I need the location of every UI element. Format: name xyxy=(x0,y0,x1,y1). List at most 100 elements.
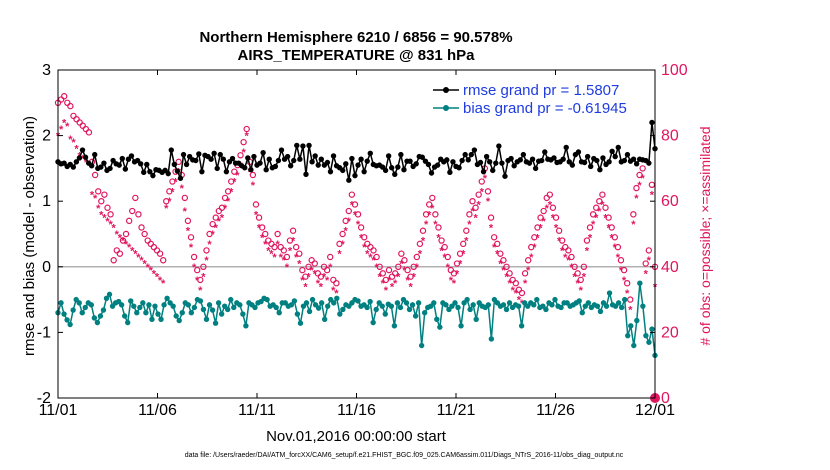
obs-assimilated-point: * xyxy=(501,265,506,277)
rmse-point xyxy=(594,157,600,164)
obs-possible-point xyxy=(286,237,294,244)
obs-assimilated-point: * xyxy=(102,213,107,225)
rmse-point xyxy=(275,157,282,164)
bias-point xyxy=(215,300,222,306)
rmse-point xyxy=(382,167,389,174)
obs-possible-point xyxy=(620,266,628,274)
obs-assimilated-point: * xyxy=(316,278,321,290)
obs-assimilated-point: * xyxy=(71,137,76,149)
bias-point xyxy=(161,302,167,308)
obs-possible-point xyxy=(184,217,192,225)
bias-point xyxy=(291,298,298,304)
obs-assimilated-point: * xyxy=(610,232,615,244)
obs-assimilated-point: * xyxy=(96,203,101,215)
obs-assimilated-point: * xyxy=(464,236,469,248)
obs-possible-point xyxy=(209,220,216,228)
rmse-point xyxy=(196,151,202,157)
obs-assimilated-point: * xyxy=(424,219,429,231)
bias-point xyxy=(170,303,176,309)
rmse-point xyxy=(389,165,395,171)
rmse-point xyxy=(92,151,98,158)
obs-assimilated-point: * xyxy=(118,232,123,244)
obs-possible-point xyxy=(345,207,352,215)
obs-assimilated-point: * xyxy=(443,252,448,264)
obs-possible-point xyxy=(528,243,535,251)
obs-possible-point xyxy=(497,250,504,257)
rmse-point xyxy=(110,157,116,164)
obs-possible-point xyxy=(450,270,458,277)
obs-assimilated-point: * xyxy=(374,262,379,274)
obs-assimilated-point: * xyxy=(368,252,373,264)
rmse-point xyxy=(73,159,80,165)
rmse-point xyxy=(551,155,557,161)
obs-possible-point xyxy=(305,263,312,270)
bias-point xyxy=(185,302,192,308)
bias-point xyxy=(231,304,237,311)
obs-possible-point xyxy=(518,289,526,297)
rmse-point xyxy=(490,167,496,174)
obs-assimilated-point: * xyxy=(223,203,228,215)
obs-assimilated-point: * xyxy=(158,275,163,287)
bias-point xyxy=(585,300,592,306)
obs-assimilated-point: * xyxy=(390,281,395,293)
obs-assimilated-point: * xyxy=(418,249,423,261)
rmse-point xyxy=(395,164,401,170)
bias-point xyxy=(106,291,113,298)
rmse-point xyxy=(379,164,386,170)
obs-possible-point xyxy=(460,240,467,248)
obs-possible-point xyxy=(379,270,386,277)
bias-point xyxy=(58,300,64,306)
obs-assimilated-point: * xyxy=(180,183,185,195)
rmse-point xyxy=(450,159,456,165)
obs-assimilated-point: * xyxy=(495,249,500,261)
rmse-point xyxy=(327,168,334,175)
obs-possible-point xyxy=(190,253,198,261)
obs-possible-point xyxy=(302,273,309,280)
obs-assimilated-point: * xyxy=(650,190,655,202)
rmse-point xyxy=(428,170,435,176)
rmse-point xyxy=(306,142,312,149)
bias-point xyxy=(400,296,407,303)
rmse-point xyxy=(361,168,367,175)
bias-point xyxy=(437,324,443,330)
rmse-point xyxy=(364,158,370,164)
bias-point xyxy=(443,302,449,308)
bias-point xyxy=(521,300,528,306)
rmse-point xyxy=(343,161,349,167)
bias-point xyxy=(649,326,655,332)
obs-possible-point xyxy=(258,224,266,231)
obs-assimilated-point: * xyxy=(161,278,166,290)
obs-possible-point xyxy=(339,230,346,238)
obs-assimilated-point: * xyxy=(340,239,345,251)
rmse-point xyxy=(615,144,621,151)
x-axis-label: Nov.01,2016 00:00:00 start xyxy=(266,428,447,445)
obs-possible-point xyxy=(419,227,427,234)
bias-point xyxy=(240,311,246,317)
bias-point xyxy=(431,300,437,306)
obs-assimilated-point: * xyxy=(130,245,135,257)
bias-point xyxy=(206,302,213,308)
obs-assimilated-point: * xyxy=(594,213,599,225)
bias-point xyxy=(409,302,416,308)
y-axis-label: rmse and bias (model - observation) xyxy=(21,116,38,356)
bias-point xyxy=(349,300,355,306)
bias-point xyxy=(125,319,131,326)
obs-possible-point xyxy=(361,234,368,241)
bias-point xyxy=(518,323,525,329)
obs-possible-point xyxy=(336,240,343,248)
obs-assimilated-point: * xyxy=(637,180,642,192)
obs-assimilated-point: * xyxy=(90,190,95,202)
obs-assimilated-point: * xyxy=(350,199,355,211)
obs-possible-point xyxy=(163,197,170,205)
rmse-point xyxy=(588,163,594,170)
obs-assimilated-point: * xyxy=(486,196,491,208)
bias-point xyxy=(143,310,149,316)
rmse-point xyxy=(229,155,236,162)
rmse-point xyxy=(300,143,306,149)
rmse-point xyxy=(128,153,135,159)
rmse-point xyxy=(456,165,462,171)
rmse-point xyxy=(563,144,569,151)
obs-possible-point xyxy=(354,211,362,218)
obs-possible-point xyxy=(249,171,257,179)
bias-point xyxy=(167,300,173,306)
